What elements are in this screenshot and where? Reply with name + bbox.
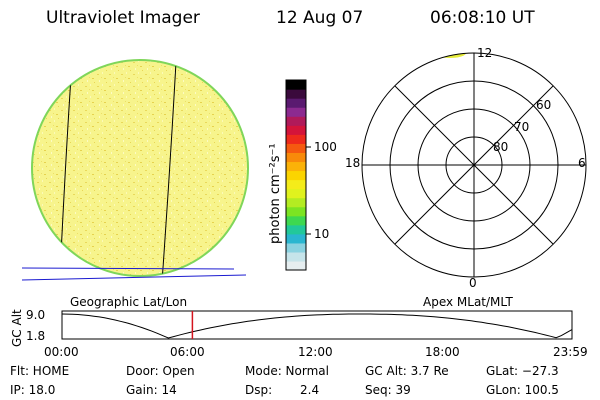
colorbar-segment bbox=[286, 233, 306, 244]
polar-lat-label: 70 bbox=[514, 120, 530, 134]
colorbar-segment bbox=[286, 197, 306, 208]
colorbar-segment bbox=[286, 134, 306, 144]
dsp-label: Dsp: bbox=[245, 383, 273, 397]
colorbar-unit-label: photon cm⁻²s⁻¹ bbox=[268, 143, 283, 244]
colorbar-segment bbox=[286, 80, 306, 90]
auroral-spot bbox=[439, 53, 453, 56]
ip-info: IP: 18.0 bbox=[10, 383, 56, 397]
colorbar-segment bbox=[286, 125, 306, 135]
polar-lat-label: 80 bbox=[493, 140, 509, 154]
glat-info: GLat: −27.3 bbox=[486, 364, 559, 378]
timeline-xtick: 12:00 bbox=[298, 345, 333, 359]
polar-mlt-label: 18 bbox=[345, 156, 361, 170]
timeline-xtick: 06:00 bbox=[170, 345, 205, 359]
colorbar-segment bbox=[286, 98, 306, 108]
colorbar bbox=[285, 79, 311, 271]
altitude-curve bbox=[61, 313, 573, 339]
colorbar-segment bbox=[286, 251, 306, 262]
date-label: 12 Aug 07 bbox=[276, 8, 364, 28]
colorbar-segment bbox=[286, 260, 306, 271]
timeline-xtick: 00:00 bbox=[44, 345, 79, 359]
colorbar-segment bbox=[286, 116, 306, 126]
colorbar-tick-label: 100 bbox=[314, 140, 337, 154]
horizon-line bbox=[21, 267, 235, 270]
filter-info: Flt: HOME bbox=[10, 364, 70, 378]
horizon-line bbox=[21, 274, 247, 281]
auroral-spot bbox=[434, 53, 466, 58]
meridian-line bbox=[161, 61, 177, 276]
colorbar-segment bbox=[286, 161, 306, 172]
colorbar-segment bbox=[286, 242, 306, 253]
timeline-xtick: 18:00 bbox=[425, 345, 460, 359]
dsp-value: 2.4 bbox=[300, 383, 320, 397]
colorbar-segment bbox=[286, 179, 306, 190]
colorbar-segment bbox=[286, 215, 306, 226]
polar-mlt-label: 6 bbox=[578, 156, 586, 170]
colorbar-segment bbox=[286, 143, 306, 153]
timeline-ytick: 9.0 bbox=[26, 308, 46, 322]
apex-caption: Apex MLat/MLT bbox=[423, 295, 513, 309]
instrument-title: Ultraviolet Imager bbox=[46, 8, 200, 28]
glon-info: GLon: 100.5 bbox=[486, 383, 559, 397]
seq-info: Seq: 39 bbox=[365, 383, 411, 397]
colorbar-segment bbox=[286, 89, 306, 99]
colorbar-segment bbox=[286, 107, 306, 117]
polar-plot bbox=[361, 52, 587, 278]
colorbar-segment bbox=[286, 206, 306, 217]
geographic-disk-image bbox=[21, 59, 249, 281]
polar-mlt-label: 12 bbox=[477, 46, 493, 60]
colorbar-segment bbox=[286, 188, 306, 199]
altitude-timeline bbox=[61, 310, 573, 340]
colorbar-segment bbox=[286, 224, 306, 235]
timeline-xtick: 23:59 bbox=[553, 345, 588, 359]
colorbar-segment bbox=[286, 170, 306, 181]
timeline-ylabel: GC Alt bbox=[10, 309, 24, 347]
colorbar-segment bbox=[286, 152, 306, 163]
polar-lat-label: 60 bbox=[536, 98, 552, 112]
time-label: 06:08:10 UT bbox=[430, 8, 535, 28]
gain-info: Gain: 14 bbox=[126, 383, 177, 397]
geographic-caption: Geographic Lat/Lon bbox=[70, 295, 188, 309]
colorbar-tick-label: 10 bbox=[314, 227, 330, 241]
mode-info: Mode: Normal bbox=[245, 364, 329, 378]
polar-mlt-label: 0 bbox=[469, 276, 477, 290]
door-info: Door: Open bbox=[126, 364, 195, 378]
timeline-ytick: 1.8 bbox=[26, 329, 46, 343]
gcalt-info: GC Alt: 3.7 Re bbox=[365, 364, 449, 378]
